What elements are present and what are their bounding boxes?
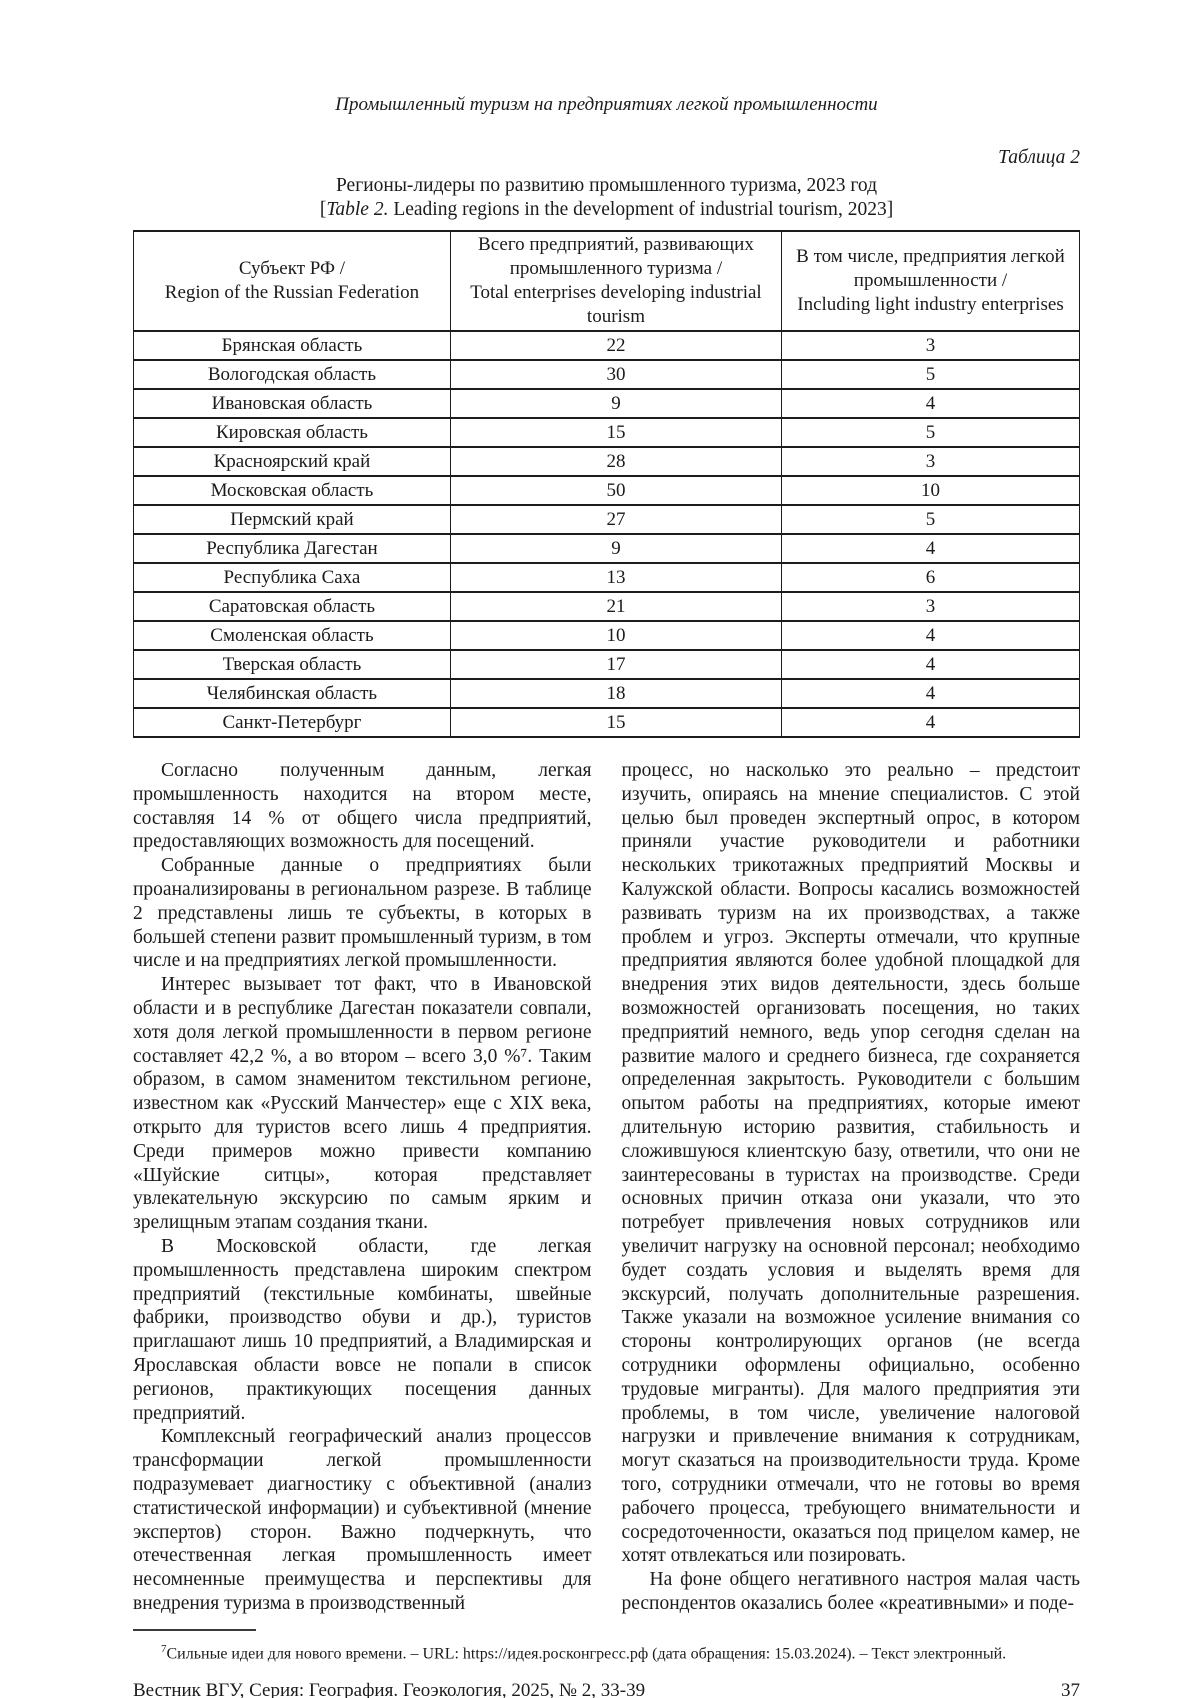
table-row: Республика Саха 13 6 <box>133 562 1080 593</box>
col-header-light: В том числе, предприятия легкой промышле… <box>781 230 1080 332</box>
body-text: Согласно полученным данным, легкая промы… <box>133 759 1080 1616</box>
total-cell: 9 <box>449 533 783 564</box>
table-row: Московская область 50 10 <box>133 475 1080 506</box>
right-column: процесс, но насколько это реально – пред… <box>622 759 1081 1616</box>
light-cell: 3 <box>781 446 1080 477</box>
caption-en-rest: Leading regions in the development of in… <box>388 199 894 220</box>
table-caption: Регионы-лидеры по развитию промышленного… <box>133 174 1080 222</box>
region-cell: Кировская область <box>133 417 451 448</box>
total-cell: 50 <box>449 475 783 506</box>
total-cell: 9 <box>449 388 783 419</box>
table-row: Брянская область 22 3 <box>133 330 1080 361</box>
footnote-separator <box>133 1628 256 1631</box>
total-cell: 13 <box>449 562 783 593</box>
running-title: Промышленный туризм на предприятиях легк… <box>335 94 878 115</box>
paragraph: Согласно полученным данным, легкая промы… <box>133 760 592 853</box>
region-cell: Санкт-Петербург <box>133 707 451 738</box>
total-cell: 10 <box>449 620 783 651</box>
table-body: Брянская область 22 3 Вологодская область 30… <box>133 330 1080 738</box>
total-cell: 15 <box>449 417 783 448</box>
caption-bracket-open: [ <box>319 199 327 220</box>
page-footer: Вестник ВГУ, Серия: География. Геоэколог… <box>133 1680 1080 1698</box>
table-row: Красноярский край 28 3 <box>133 446 1080 477</box>
total-cell: 18 <box>449 678 783 709</box>
total-cell: 30 <box>449 359 783 390</box>
light-cell: 4 <box>781 707 1080 738</box>
header-row: Субъект РФ / Region of the Russian Feder… <box>133 230 1080 332</box>
col-header-total-en: Total enterprises developing industrial … <box>470 282 762 327</box>
region-cell: Пермский край <box>133 504 451 535</box>
paragraph: В Московской области, где легкая промышл… <box>133 1235 592 1424</box>
table-row: Санкт-Петербург 15 4 <box>133 707 1080 738</box>
table-caption-ru: Регионы-лидеры по развитию промышленного… <box>335 175 878 196</box>
col-header-region-ru: Субъект РФ / <box>238 258 346 279</box>
table-row: Пермский край 27 5 <box>133 504 1080 535</box>
region-cell: Брянская область <box>133 330 451 361</box>
col-header-region: Субъект РФ / Region of the Russian Feder… <box>133 230 451 332</box>
col-header-light-ru: В том числе, предприятия легкой промышле… <box>796 246 1065 291</box>
light-cell: 4 <box>781 533 1080 564</box>
total-cell: 22 <box>449 330 783 361</box>
footnote-marker: 7 <box>161 1642 167 1655</box>
table-row: Смоленская область 10 4 <box>133 620 1080 651</box>
footnote-text: Сильные идеи для нового времени. – URL: … <box>166 1645 1007 1663</box>
light-cell: 4 <box>781 620 1080 651</box>
light-cell: 5 <box>781 504 1080 535</box>
total-cell: 21 <box>449 591 783 622</box>
region-cell: Республика Дагестан <box>133 533 451 564</box>
paragraph: Комплексный географический анализ процес… <box>133 1426 592 1614</box>
light-cell: 4 <box>781 388 1080 419</box>
total-cell: 27 <box>449 504 783 535</box>
table-row: Тверская область 17 4 <box>133 649 1080 680</box>
region-cell: Челябинская область <box>133 678 451 709</box>
light-cell: 6 <box>781 562 1080 593</box>
caption-en-italic: Table 2. <box>326 199 389 220</box>
region-cell: Красноярский край <box>133 446 451 477</box>
table-row: Саратовская область 21 3 <box>133 591 1080 622</box>
journal-line: Вестник ВГУ, Серия: География. Геоэколог… <box>133 1680 646 1698</box>
table-row: Вологодская область 30 5 <box>133 359 1080 390</box>
paragraph: Интерес вызывает тот факт, что в Ивановс… <box>133 974 592 1234</box>
light-cell: 3 <box>781 591 1080 622</box>
paragraph: процесс, но насколько это реально – пред… <box>621 760 1081 1567</box>
footnote: 7Сильные идеи для нового времени. – URL:… <box>133 1639 1080 1664</box>
light-cell: 5 <box>781 359 1080 390</box>
region-cell: Московская область <box>133 475 451 506</box>
total-cell: 15 <box>449 707 783 738</box>
total-cell: 17 <box>449 649 783 680</box>
light-cell: 4 <box>781 649 1080 680</box>
region-cell: Вологодская область <box>133 359 451 390</box>
table-row: Республика Дагестан 9 4 <box>133 533 1080 564</box>
region-cell: Ивановская область <box>133 388 451 419</box>
col-header-region-en: Region of the Russian Federation <box>164 282 420 303</box>
region-cell: Смоленская область <box>133 620 451 651</box>
col-header-light-en: Including light industry enterprises <box>797 294 1064 315</box>
light-cell: 3 <box>781 330 1080 361</box>
light-cell: 4 <box>781 678 1080 709</box>
regions-table: Субъект РФ / Region of the Russian Feder… <box>133 230 1080 738</box>
total-cell: 28 <box>449 446 783 477</box>
region-cell: Саратовская область <box>133 591 451 622</box>
page-number: 37 <box>1061 1680 1080 1698</box>
paragraph: Собранные данные о предприятиях были про… <box>133 855 592 972</box>
table-row: Челябинская область 18 4 <box>133 678 1080 709</box>
light-cell: 10 <box>781 475 1080 506</box>
col-header-total-ru: Всего предприятий, развивающих промышлен… <box>478 234 754 279</box>
table-row: Кировская область 15 5 <box>133 417 1080 448</box>
table-header: Субъект РФ / Region of the Russian Feder… <box>133 230 1080 332</box>
table-label: Таблица 2 <box>998 147 1080 168</box>
paragraph: На фоне общего негативного настроя малая… <box>621 1569 1081 1614</box>
table-caption-en: [Table 2. Leading regions in the develop… <box>133 198 1080 222</box>
light-cell: 5 <box>781 417 1080 448</box>
left-column: Согласно полученным данным, легкая промы… <box>133 759 592 1616</box>
region-cell: Тверская область <box>133 649 451 680</box>
region-cell: Республика Саха <box>133 562 451 593</box>
table-row: Ивановская область 9 4 <box>133 388 1080 419</box>
col-header-total: Всего предприятий, развивающих промышлен… <box>449 230 783 332</box>
